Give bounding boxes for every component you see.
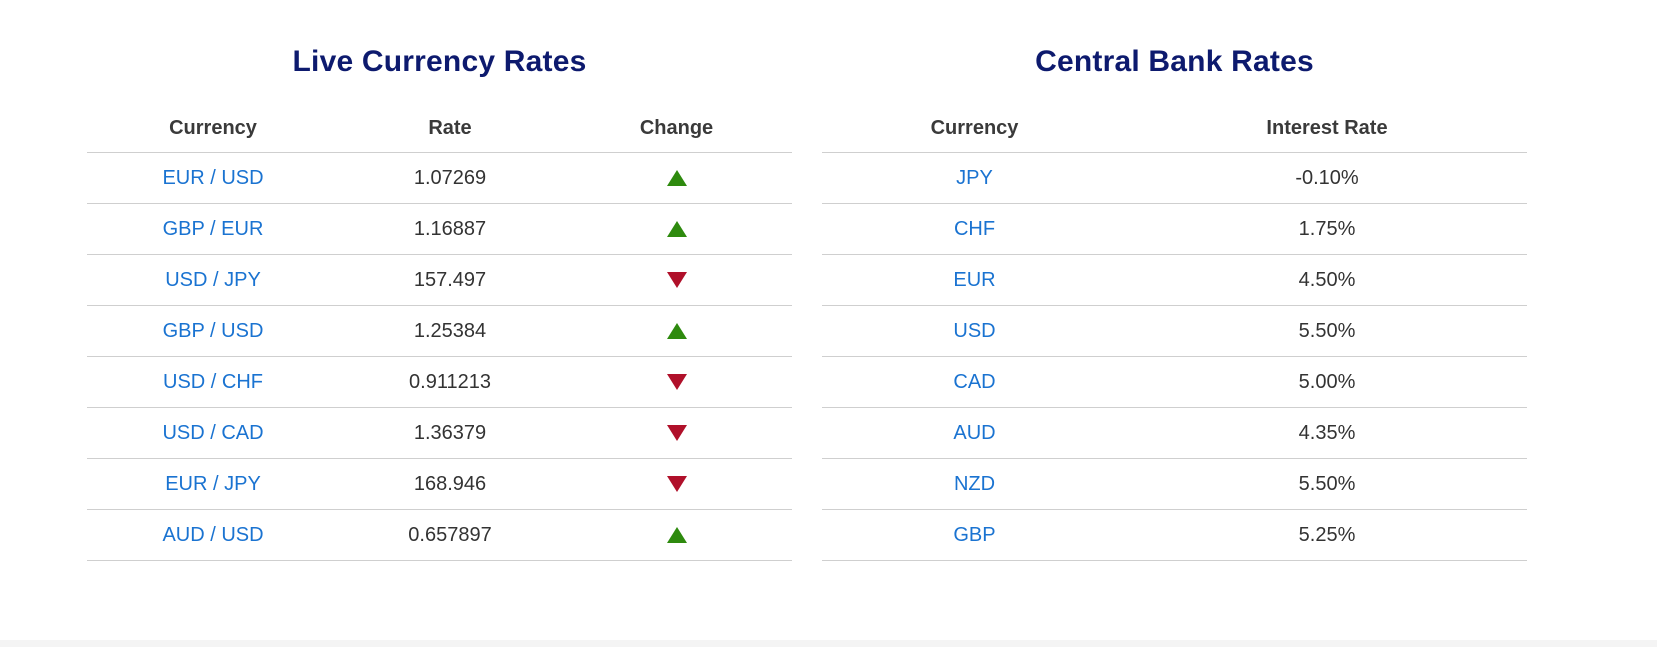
rate-value: 1.25384 [339, 305, 561, 357]
currency-pair-link[interactable]: USD / CAD [162, 421, 264, 444]
col-header-rate: Rate [339, 104, 561, 153]
table-row: EUR / JPY 168.946 [87, 458, 792, 510]
currency-pair-link[interactable]: USD / CHF [163, 370, 263, 393]
interest-rate-value: 5.25% [1127, 509, 1527, 561]
currency-link[interactable]: NZD [953, 472, 996, 495]
currency-link[interactable]: GBP [953, 523, 996, 546]
currency-link[interactable]: AUD [953, 421, 996, 444]
table-row: JPY -0.10% [822, 152, 1527, 204]
interest-rate-value: -0.10% [1127, 152, 1527, 204]
triangle-up-icon [666, 323, 687, 340]
currency-pair-link[interactable]: EUR / USD [162, 166, 264, 189]
rate-value: 168.946 [339, 458, 561, 510]
triangle-up-icon [666, 221, 687, 238]
currency-link[interactable]: USD [953, 319, 996, 342]
table-row: EUR / USD 1.07269 [87, 152, 792, 204]
table-row: CAD 5.00% [822, 356, 1527, 408]
central-bank-table: Currency Interest Rate JPY -0.10% CHF 1.… [822, 104, 1527, 561]
central-bank-header-row: Currency Interest Rate [822, 104, 1527, 153]
col-header-currency: Currency [822, 104, 1127, 153]
table-row: GBP 5.25% [822, 509, 1527, 561]
table-row: AUD 4.35% [822, 407, 1527, 459]
currency-pair-link[interactable]: AUD / USD [162, 523, 264, 546]
rate-value: 0.911213 [339, 356, 561, 408]
rate-value: 1.07269 [339, 152, 561, 204]
table-row: USD / CAD 1.36379 [87, 407, 792, 459]
triangle-down-icon [666, 374, 687, 391]
interest-rate-value: 5.50% [1127, 305, 1527, 357]
currency-link[interactable]: EUR [953, 268, 996, 291]
table-row: EUR 4.50% [822, 254, 1527, 306]
table-row: AUD / USD 0.657897 [87, 509, 792, 561]
currency-link[interactable]: CAD [953, 370, 996, 393]
page-footer-strip [0, 640, 1657, 647]
central-bank-body: JPY -0.10% CHF 1.75% EUR 4.50% USD 5.50%… [822, 152, 1527, 561]
triangle-down-icon [666, 272, 687, 289]
triangle-up-icon [666, 527, 687, 544]
rate-value: 1.36379 [339, 407, 561, 459]
table-row: USD 5.50% [822, 305, 1527, 357]
col-header-change: Change [561, 104, 792, 153]
rate-value: 157.497 [339, 254, 561, 306]
live-rates-header-row: Currency Rate Change [87, 104, 792, 153]
interest-rate-value: 4.35% [1127, 407, 1527, 459]
table-row: CHF 1.75% [822, 203, 1527, 255]
triangle-down-icon [666, 476, 687, 493]
currency-pair-link[interactable]: USD / JPY [165, 268, 261, 291]
interest-rate-value: 1.75% [1127, 203, 1527, 255]
interest-rate-value: 5.00% [1127, 356, 1527, 408]
interest-rate-value: 5.50% [1127, 458, 1527, 510]
currency-pair-link[interactable]: GBP / USD [162, 319, 264, 342]
table-row: USD / CHF 0.911213 [87, 356, 792, 408]
table-row: GBP / EUR 1.16887 [87, 203, 792, 255]
live-rates-table: Currency Rate Change EUR / USD 1.07269 G… [87, 104, 792, 561]
currency-link[interactable]: JPY [956, 166, 993, 189]
triangle-up-icon [666, 170, 687, 187]
live-rates-body: EUR / USD 1.07269 GBP / EUR 1.16887 USD … [87, 152, 792, 561]
triangle-down-icon [666, 425, 687, 442]
currency-pair-link[interactable]: EUR / JPY [165, 472, 261, 495]
col-header-interest-rate: Interest Rate [1127, 104, 1527, 153]
currency-link[interactable]: CHF [953, 217, 996, 240]
table-row: GBP / USD 1.25384 [87, 305, 792, 357]
live-rates-title: Live Currency Rates [292, 45, 587, 78]
rate-value: 1.16887 [339, 203, 561, 255]
rate-value: 0.657897 [339, 509, 561, 561]
currency-pair-link[interactable]: GBP / EUR [162, 217, 264, 240]
table-row: NZD 5.50% [822, 458, 1527, 510]
interest-rate-value: 4.50% [1127, 254, 1527, 306]
central-bank-title: Central Bank Rates [1035, 45, 1314, 78]
col-header-currency: Currency [87, 104, 339, 153]
table-row: USD / JPY 157.497 [87, 254, 792, 306]
